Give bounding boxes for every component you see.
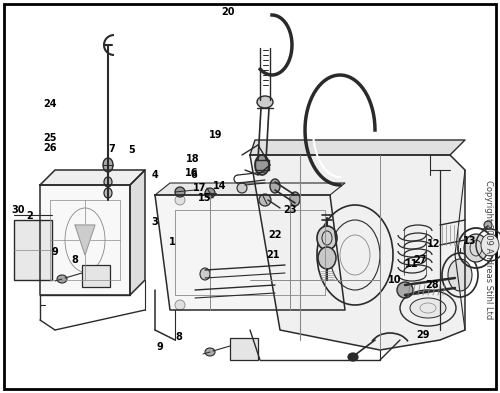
Ellipse shape: [257, 96, 273, 108]
Bar: [82, 265, 110, 287]
Text: 24: 24: [44, 99, 57, 109]
Ellipse shape: [318, 247, 336, 269]
Text: 29: 29: [416, 330, 430, 340]
Text: 27: 27: [413, 255, 427, 265]
Text: 20: 20: [221, 7, 235, 17]
Text: 28: 28: [425, 280, 439, 290]
Ellipse shape: [280, 263, 290, 275]
Text: 19: 19: [209, 130, 223, 140]
Text: 7: 7: [108, 144, 116, 154]
Ellipse shape: [175, 187, 185, 197]
Ellipse shape: [205, 188, 215, 198]
Ellipse shape: [103, 158, 113, 172]
Ellipse shape: [270, 179, 280, 193]
Text: Copyright 2009 Andreas Stihl Ltd: Copyright 2009 Andreas Stihl Ltd: [484, 180, 492, 320]
Text: 16: 16: [185, 168, 199, 178]
Bar: [14, 220, 52, 280]
Text: 13: 13: [463, 236, 477, 246]
Text: 15: 15: [198, 193, 212, 203]
Ellipse shape: [448, 259, 472, 291]
Ellipse shape: [205, 348, 215, 356]
Text: 21: 21: [266, 250, 280, 260]
Polygon shape: [155, 195, 345, 310]
Text: 8: 8: [176, 332, 182, 342]
Text: 9: 9: [156, 342, 164, 352]
Polygon shape: [155, 183, 345, 195]
Text: 5: 5: [128, 145, 136, 155]
Text: 2: 2: [26, 211, 34, 221]
Ellipse shape: [348, 353, 358, 361]
Ellipse shape: [484, 221, 492, 229]
Polygon shape: [130, 170, 145, 295]
Ellipse shape: [315, 195, 325, 205]
Ellipse shape: [104, 188, 112, 198]
Polygon shape: [250, 155, 465, 350]
Polygon shape: [40, 170, 145, 185]
Ellipse shape: [104, 177, 112, 187]
Text: 25: 25: [44, 133, 57, 143]
Polygon shape: [40, 185, 130, 295]
Text: 22: 22: [268, 230, 282, 240]
Text: 8: 8: [72, 255, 78, 265]
Text: 17: 17: [193, 183, 207, 193]
Text: 10: 10: [388, 275, 402, 285]
Ellipse shape: [315, 300, 325, 310]
Ellipse shape: [57, 275, 67, 283]
Polygon shape: [250, 140, 465, 155]
Ellipse shape: [255, 155, 269, 175]
Text: 26: 26: [44, 143, 57, 153]
Ellipse shape: [464, 234, 488, 262]
Bar: [230, 338, 258, 360]
Ellipse shape: [200, 268, 210, 280]
Ellipse shape: [290, 192, 300, 206]
Text: 12: 12: [427, 239, 441, 249]
Text: 6: 6: [190, 170, 198, 180]
Ellipse shape: [317, 226, 337, 250]
Ellipse shape: [175, 300, 185, 310]
Text: 14: 14: [213, 181, 227, 191]
Ellipse shape: [481, 234, 499, 256]
Text: 1: 1: [168, 237, 175, 247]
Ellipse shape: [175, 195, 185, 205]
Text: 9: 9: [52, 247, 59, 257]
Ellipse shape: [410, 298, 446, 318]
Polygon shape: [75, 225, 95, 255]
Ellipse shape: [397, 282, 413, 298]
Text: 23: 23: [283, 205, 297, 215]
Ellipse shape: [237, 183, 247, 193]
Text: 30: 30: [11, 205, 25, 215]
Text: 3: 3: [152, 217, 158, 227]
Text: 18: 18: [186, 154, 200, 164]
Text: 11: 11: [405, 259, 419, 269]
Text: 4: 4: [152, 170, 158, 180]
Ellipse shape: [259, 194, 271, 206]
